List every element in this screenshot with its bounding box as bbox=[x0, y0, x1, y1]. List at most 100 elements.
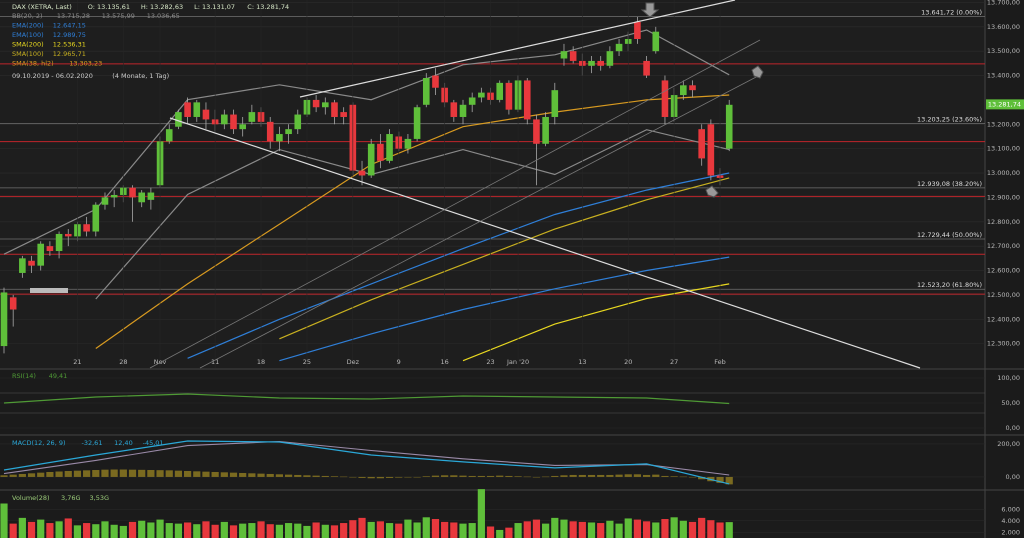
candle-body bbox=[588, 60, 595, 66]
ohlc-value: O: 13.135,61 bbox=[88, 3, 130, 11]
y-tick-label: 13.000,00 bbox=[987, 169, 1020, 177]
macd-histogram bbox=[698, 476, 706, 480]
candle-body bbox=[413, 107, 421, 139]
candle-body bbox=[83, 224, 90, 232]
macd-histogram bbox=[211, 471, 219, 477]
macd-histogram bbox=[110, 469, 118, 477]
candle-body bbox=[331, 102, 338, 117]
macd-histogram bbox=[413, 476, 421, 478]
macd-histogram bbox=[606, 474, 614, 477]
x-tick-label: 23 bbox=[486, 358, 494, 366]
x-tick-label: 20 bbox=[624, 358, 632, 366]
channel-line bbox=[149, 39, 761, 369]
volume-bar bbox=[661, 519, 669, 538]
volume-bar bbox=[441, 521, 449, 538]
macd-histogram bbox=[661, 475, 669, 477]
volume-bar bbox=[413, 522, 421, 538]
fib-label: 13.641,72 (0.00%) bbox=[921, 9, 982, 17]
candle-body bbox=[46, 246, 54, 252]
volume-bar bbox=[450, 522, 458, 538]
macd-histogram bbox=[505, 475, 513, 477]
volume-bar bbox=[321, 524, 329, 538]
x-tick-label: 25 bbox=[303, 358, 311, 366]
candle-body bbox=[468, 97, 476, 105]
candle-body bbox=[165, 129, 173, 142]
candle-body bbox=[0, 292, 8, 347]
macd-histogram bbox=[431, 475, 440, 477]
macd-histogram bbox=[716, 476, 724, 483]
volume-bar bbox=[18, 517, 26, 538]
volume-bar bbox=[698, 517, 706, 538]
macd-histogram bbox=[358, 476, 366, 478]
fib-label: 12.939,08 (38.20%) bbox=[917, 180, 982, 188]
macd-histogram bbox=[688, 476, 697, 478]
x-tick-label: Nov bbox=[154, 358, 167, 366]
volume-bar bbox=[459, 523, 467, 538]
candle-body bbox=[101, 197, 109, 205]
volume-bar bbox=[404, 519, 412, 538]
fib-label: 13.203,25 (23.60%) bbox=[917, 115, 982, 123]
macd-histogram bbox=[202, 471, 210, 477]
candle-body bbox=[459, 104, 467, 117]
macd-histogram bbox=[257, 473, 265, 477]
macd-histogram bbox=[275, 474, 283, 477]
volume-bar bbox=[606, 520, 614, 538]
y-tick-label: 0,00 bbox=[1006, 424, 1020, 432]
macd-histogram bbox=[73, 470, 82, 477]
macd-histogram bbox=[55, 471, 63, 477]
macd-histogram bbox=[138, 469, 146, 477]
volume-bar bbox=[119, 525, 127, 538]
indicator-line bbox=[279, 177, 730, 340]
macd-histogram bbox=[679, 476, 687, 478]
legend-value: 3,76G bbox=[61, 494, 81, 502]
macd-histogram bbox=[229, 472, 238, 477]
legend-value: 3,53G bbox=[90, 494, 110, 502]
legend-name: BB(20, 2) bbox=[12, 12, 43, 20]
candle-body bbox=[266, 121, 274, 142]
candle-body bbox=[138, 192, 145, 203]
macd-histogram bbox=[395, 476, 403, 478]
candle-body bbox=[597, 60, 604, 66]
candle-body bbox=[37, 243, 45, 266]
candle-body bbox=[505, 82, 513, 110]
volume-bar bbox=[92, 524, 100, 538]
candle-body bbox=[9, 297, 17, 310]
candle-body bbox=[175, 112, 182, 127]
macd-histogram bbox=[147, 470, 155, 477]
candle-body bbox=[19, 258, 26, 273]
legend-name: EMA(100) bbox=[12, 31, 44, 39]
candle-body bbox=[606, 51, 614, 66]
volume-bar bbox=[101, 521, 109, 538]
volume-bar bbox=[578, 521, 586, 538]
volume-bar bbox=[303, 525, 311, 538]
x-tick-label: Jan '20 bbox=[506, 358, 529, 366]
legend-name: SMA(38, hl2) bbox=[12, 60, 54, 68]
volume-bar bbox=[27, 521, 36, 538]
volume-bar bbox=[532, 519, 541, 538]
volume-bar bbox=[349, 520, 357, 538]
x-tick-label: 27 bbox=[670, 358, 678, 366]
volume-bar bbox=[542, 523, 550, 538]
volume-bar bbox=[376, 521, 384, 538]
macd-histogram bbox=[184, 471, 192, 477]
y-tick-label: 100,00 bbox=[997, 374, 1020, 382]
macd-histogram bbox=[64, 471, 72, 477]
volume-bar bbox=[496, 529, 504, 538]
legend-value: 12.965,71 bbox=[53, 50, 86, 58]
macd-histogram bbox=[220, 472, 228, 477]
candle-body bbox=[450, 102, 458, 117]
macd-histogram bbox=[92, 470, 100, 477]
candle-body bbox=[698, 129, 705, 159]
volume-bar bbox=[193, 524, 201, 538]
volume-bar bbox=[707, 520, 715, 538]
x-tick-label: 18 bbox=[257, 358, 265, 366]
legend-name: SMA(200) bbox=[12, 41, 44, 49]
candle-body bbox=[634, 21, 641, 39]
legend-value: 13.303,23 bbox=[69, 60, 102, 68]
volume-bar bbox=[716, 522, 724, 538]
candle-body bbox=[422, 77, 430, 105]
candle-body bbox=[193, 102, 201, 117]
y-tick-label: 12.800,00 bbox=[987, 218, 1020, 226]
macd-histogram bbox=[578, 474, 586, 477]
y-tick-label: 12.900,00 bbox=[987, 193, 1020, 201]
